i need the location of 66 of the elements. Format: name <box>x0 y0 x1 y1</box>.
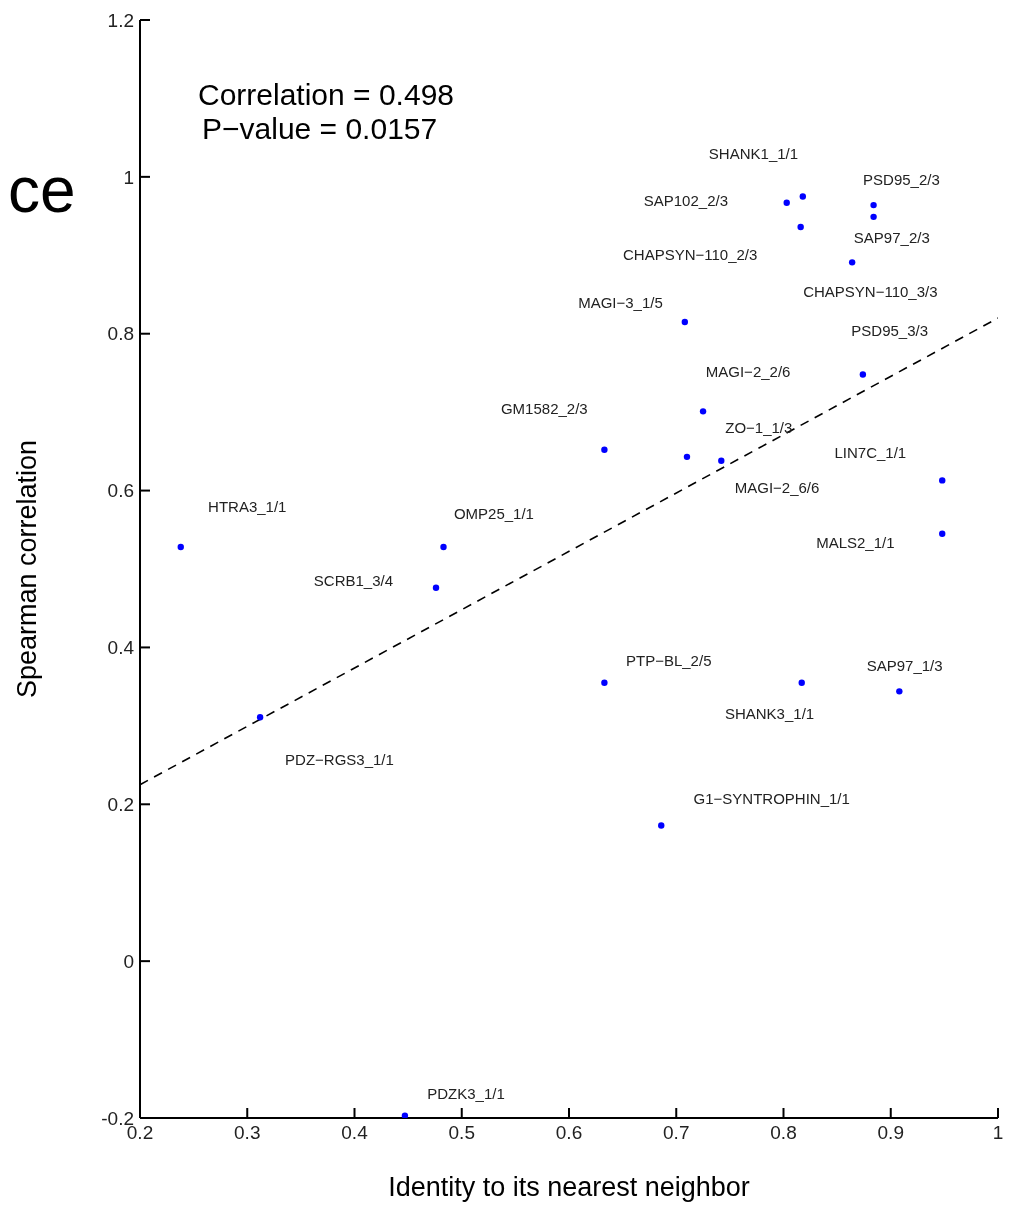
point <box>718 457 725 464</box>
x-tick-label: 0.6 <box>555 1122 583 1144</box>
annotation: GM1582_2/3 <box>500 400 588 418</box>
y-tick-label: 1 <box>123 166 134 188</box>
point <box>799 193 807 200</box>
point <box>896 688 903 695</box>
point <box>870 213 877 221</box>
annotation: MAGI−2_2/6 <box>705 363 791 381</box>
point <box>601 679 608 686</box>
x-tick-label: 0.3 <box>234 1122 261 1144</box>
point <box>699 408 707 415</box>
y-tick-label: 0 <box>123 950 134 972</box>
point <box>440 543 447 551</box>
point <box>601 446 608 453</box>
annotation: PSD95_2/3 <box>863 170 940 188</box>
x-axis-title: Identity to its nearest neighbor <box>388 1172 750 1202</box>
point <box>870 201 877 209</box>
annotation: ZO−1_1/3 <box>725 419 793 437</box>
point <box>939 477 946 484</box>
point <box>683 453 691 461</box>
point <box>797 223 804 231</box>
y-tick-label: 0.8 <box>107 323 134 345</box>
y-axis-title: Spearman correlation <box>11 439 42 699</box>
annotation: SAP102_2/3 <box>643 192 729 210</box>
x-tick-label: 1 <box>992 1122 1004 1144</box>
annotation: MALS2_1/1 <box>816 534 895 552</box>
annotation: HTRA3_1/1 <box>208 497 287 515</box>
annotation: CHAPSYN−110_3/3 <box>803 282 938 300</box>
annotation: G1−SYNTROPHIN_1/1 <box>693 790 850 808</box>
point <box>401 1112 409 1118</box>
x-tick-label: 0.8 <box>770 1122 797 1144</box>
annotation: PTP−BL_2/5 <box>626 652 712 670</box>
x-tick-label: 0.7 <box>663 1122 690 1144</box>
point <box>432 584 440 592</box>
point <box>783 199 790 206</box>
annotation: Correlation = 0.498 <box>198 78 454 112</box>
point <box>939 530 946 537</box>
annotation: PDZK3_1/1 <box>427 1085 505 1103</box>
annotation: CHAPSYN−110_2/3 <box>623 245 758 263</box>
text: ce <box>8 154 76 226</box>
annotation: SAP97_1/3 <box>866 656 943 674</box>
annotation: LIN7C_1/1 <box>834 444 907 462</box>
annotation: PDZ−RGS3_1/1 <box>285 750 394 768</box>
point <box>177 543 184 551</box>
annotation: SHANK3_1/1 <box>724 704 815 722</box>
point <box>681 318 689 326</box>
annotation: SCRB1_3/4 <box>313 572 394 590</box>
x-tick-label: 0.4 <box>341 1122 369 1144</box>
annotation: P−value = 0.0157 <box>202 112 438 146</box>
annotation: MAGI−3_1/5 <box>578 294 663 312</box>
point <box>859 371 867 378</box>
annotation: PSD95_3/3 <box>851 321 929 339</box>
y-tick-label: 0.6 <box>107 480 134 502</box>
x-tick-label: 0.5 <box>448 1122 475 1144</box>
annotation: SHANK1_1/1 <box>708 145 799 163</box>
point <box>658 822 665 829</box>
point <box>848 259 856 266</box>
annotation: MAGI−2_6/6 <box>734 478 820 496</box>
x-tick-label: 0.9 <box>877 1122 904 1144</box>
y-tick-label: 0.4 <box>107 637 135 659</box>
point <box>798 679 805 686</box>
annotation: SAP97_2/3 <box>853 229 930 247</box>
point <box>256 714 264 721</box>
annotation: OMP25_1/1 <box>453 505 534 523</box>
y-tick-label: 1.2 <box>107 9 134 31</box>
y-tick-label: 0.2 <box>107 794 134 816</box>
